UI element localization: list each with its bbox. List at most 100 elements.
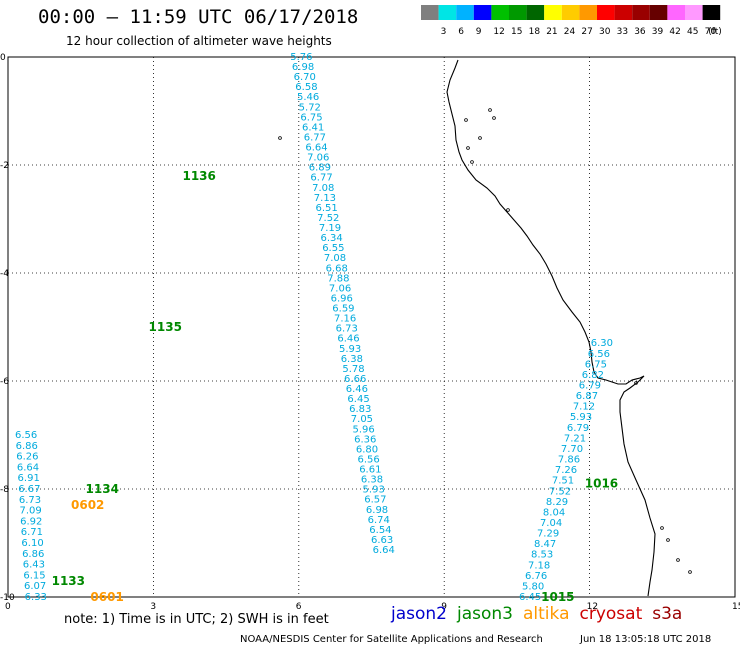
- satellite-name: cryosat: [579, 604, 643, 624]
- wave-height-value: 6.36: [354, 434, 376, 445]
- wave-height-value: 6.41: [302, 122, 324, 133]
- wave-height-value: 6.96: [331, 293, 353, 304]
- map-subtitle: 12 hour collection of altimeter wave hei…: [66, 34, 332, 48]
- wave-height-value: 6.77: [304, 132, 326, 143]
- wave-height-value: 6.63: [371, 535, 393, 546]
- x-tick-label: 9: [441, 602, 447, 612]
- wave-height-value: 6.67: [18, 484, 40, 495]
- x-tick-label: 3: [150, 602, 156, 612]
- wave-height-value: 5.93: [570, 412, 592, 423]
- legend-label: 36: [634, 27, 646, 37]
- coastline: [278, 59, 692, 597]
- wave-height-value: 7.29: [537, 529, 559, 540]
- wave-height-value: 6.46: [337, 334, 359, 345]
- wave-height-value: 6.87: [576, 391, 598, 402]
- x-tick-label: 6: [296, 602, 302, 612]
- wave-height-value: 6.33: [25, 592, 47, 603]
- wave-height-value: 6.45: [519, 592, 541, 603]
- color-legend: 3 6 9 12 15 18 21 24 27 30 33 36 39 42 45 70(ft): [421, 5, 722, 37]
- x-tick-label: 0: [5, 602, 11, 612]
- legend-label: 45: [687, 27, 698, 37]
- y-tick-label: -6: [0, 377, 9, 387]
- wave-height-value: 5.80: [522, 581, 544, 592]
- legend-label: 42: [669, 27, 680, 37]
- island: [506, 208, 510, 212]
- pass-time-label: 1016: [585, 477, 618, 491]
- wave-height-value: 6.55: [322, 243, 344, 254]
- legend-label: 21: [546, 27, 557, 37]
- wave-height-value: 6.64: [373, 545, 395, 556]
- satellite-name: jason2: [391, 604, 447, 624]
- wave-height-value: 5.93: [339, 344, 361, 355]
- wave-height-value: 7.09: [19, 506, 41, 517]
- legend-label: 30: [599, 27, 611, 37]
- wave-height-value: 6.38: [361, 475, 383, 486]
- wave-height-value: 7.13: [314, 193, 336, 204]
- legend-swatch: [702, 5, 721, 20]
- wave-height-value: 7.04: [540, 518, 562, 529]
- wave-height-value: 6.86: [22, 549, 44, 560]
- wave-height-value: 6.64: [305, 143, 327, 154]
- footnote: note: 1) Time is in UTC; 2) SWH is in fe…: [64, 612, 329, 627]
- legend-label: 24: [564, 27, 576, 37]
- wave-height-value: 7.21: [564, 433, 586, 444]
- wave-height-value: 5.96: [352, 424, 374, 435]
- wave-height-value: 6.98: [366, 505, 388, 516]
- wave-height-value: 8.47: [534, 539, 556, 550]
- wave-height-value: 6.75: [300, 112, 322, 123]
- x-tick-label: 12: [587, 602, 598, 612]
- legend-swatch: [473, 5, 492, 20]
- legend-label: 27: [581, 27, 592, 37]
- wave-height-value: 7.52: [317, 213, 339, 224]
- island: [478, 136, 482, 140]
- wave-height-value: 6.56: [588, 349, 610, 360]
- wave-height-value: 7.19: [319, 223, 341, 234]
- legend-swatch: [456, 5, 474, 20]
- wave-height-value: 8.29: [546, 497, 568, 508]
- island: [666, 538, 670, 542]
- wave-height-value: 6.66: [344, 374, 366, 385]
- wave-height-value: 7.05: [351, 414, 373, 425]
- legend-swatch: [526, 5, 545, 20]
- wave-height-value: 7.70: [561, 444, 583, 455]
- wave-height-value: 7.52: [549, 486, 571, 497]
- pass-time-label: 0601: [90, 590, 123, 604]
- wave-height-value: 6.15: [23, 570, 45, 581]
- wave-height-value: 6.73: [19, 495, 41, 506]
- wave-height-value: 6.83: [349, 404, 371, 415]
- y-tick-label: -10: [0, 593, 15, 603]
- map-frame: [7, 56, 736, 598]
- pass-time-label: 1133: [52, 574, 85, 588]
- wave-height-value: 5.46: [297, 92, 319, 103]
- legend-swatch: [579, 5, 597, 20]
- legend-swatch: [614, 5, 633, 20]
- generated-timestamp: Jun 18 13:05:18 UTC 2018: [580, 634, 712, 645]
- wave-height-value: 6.79: [567, 423, 589, 434]
- legend-label: 12: [493, 27, 504, 37]
- wave-height-value: 5.93: [363, 485, 385, 496]
- wave-height-value: 6.26: [16, 452, 38, 463]
- island: [688, 570, 692, 574]
- wave-height-value: 6.77: [310, 173, 332, 184]
- wave-height-value: 6.46: [346, 384, 368, 395]
- wave-height-value: 6.51: [315, 203, 337, 214]
- wave-height-value: 6.92: [20, 516, 42, 527]
- wave-height-value: 6.75: [585, 359, 607, 370]
- wave-height-value: 6.07: [24, 581, 46, 592]
- legend-swatch: [649, 5, 668, 20]
- legend-swatch: [491, 5, 509, 20]
- wave-height-value: 6.73: [336, 324, 358, 335]
- wave-height-value: 6.89: [309, 163, 331, 174]
- wave-height-value: 6.64: [17, 462, 39, 473]
- legend-label: 15: [511, 27, 522, 37]
- satellite-name: jason3: [457, 604, 513, 624]
- legend-label: 33: [617, 27, 628, 37]
- wave-height-value: 7.51: [552, 476, 574, 487]
- pass-time-label: 1015: [541, 590, 574, 604]
- wave-height-value: 5.78: [342, 364, 364, 375]
- wave-height-value: 6.79: [579, 381, 601, 392]
- wave-height-value: 6.54: [369, 525, 391, 536]
- wave-height-value: 6.68: [326, 263, 348, 274]
- satellite-legend: jason2 jason3 altika cryosat s3a: [391, 604, 692, 624]
